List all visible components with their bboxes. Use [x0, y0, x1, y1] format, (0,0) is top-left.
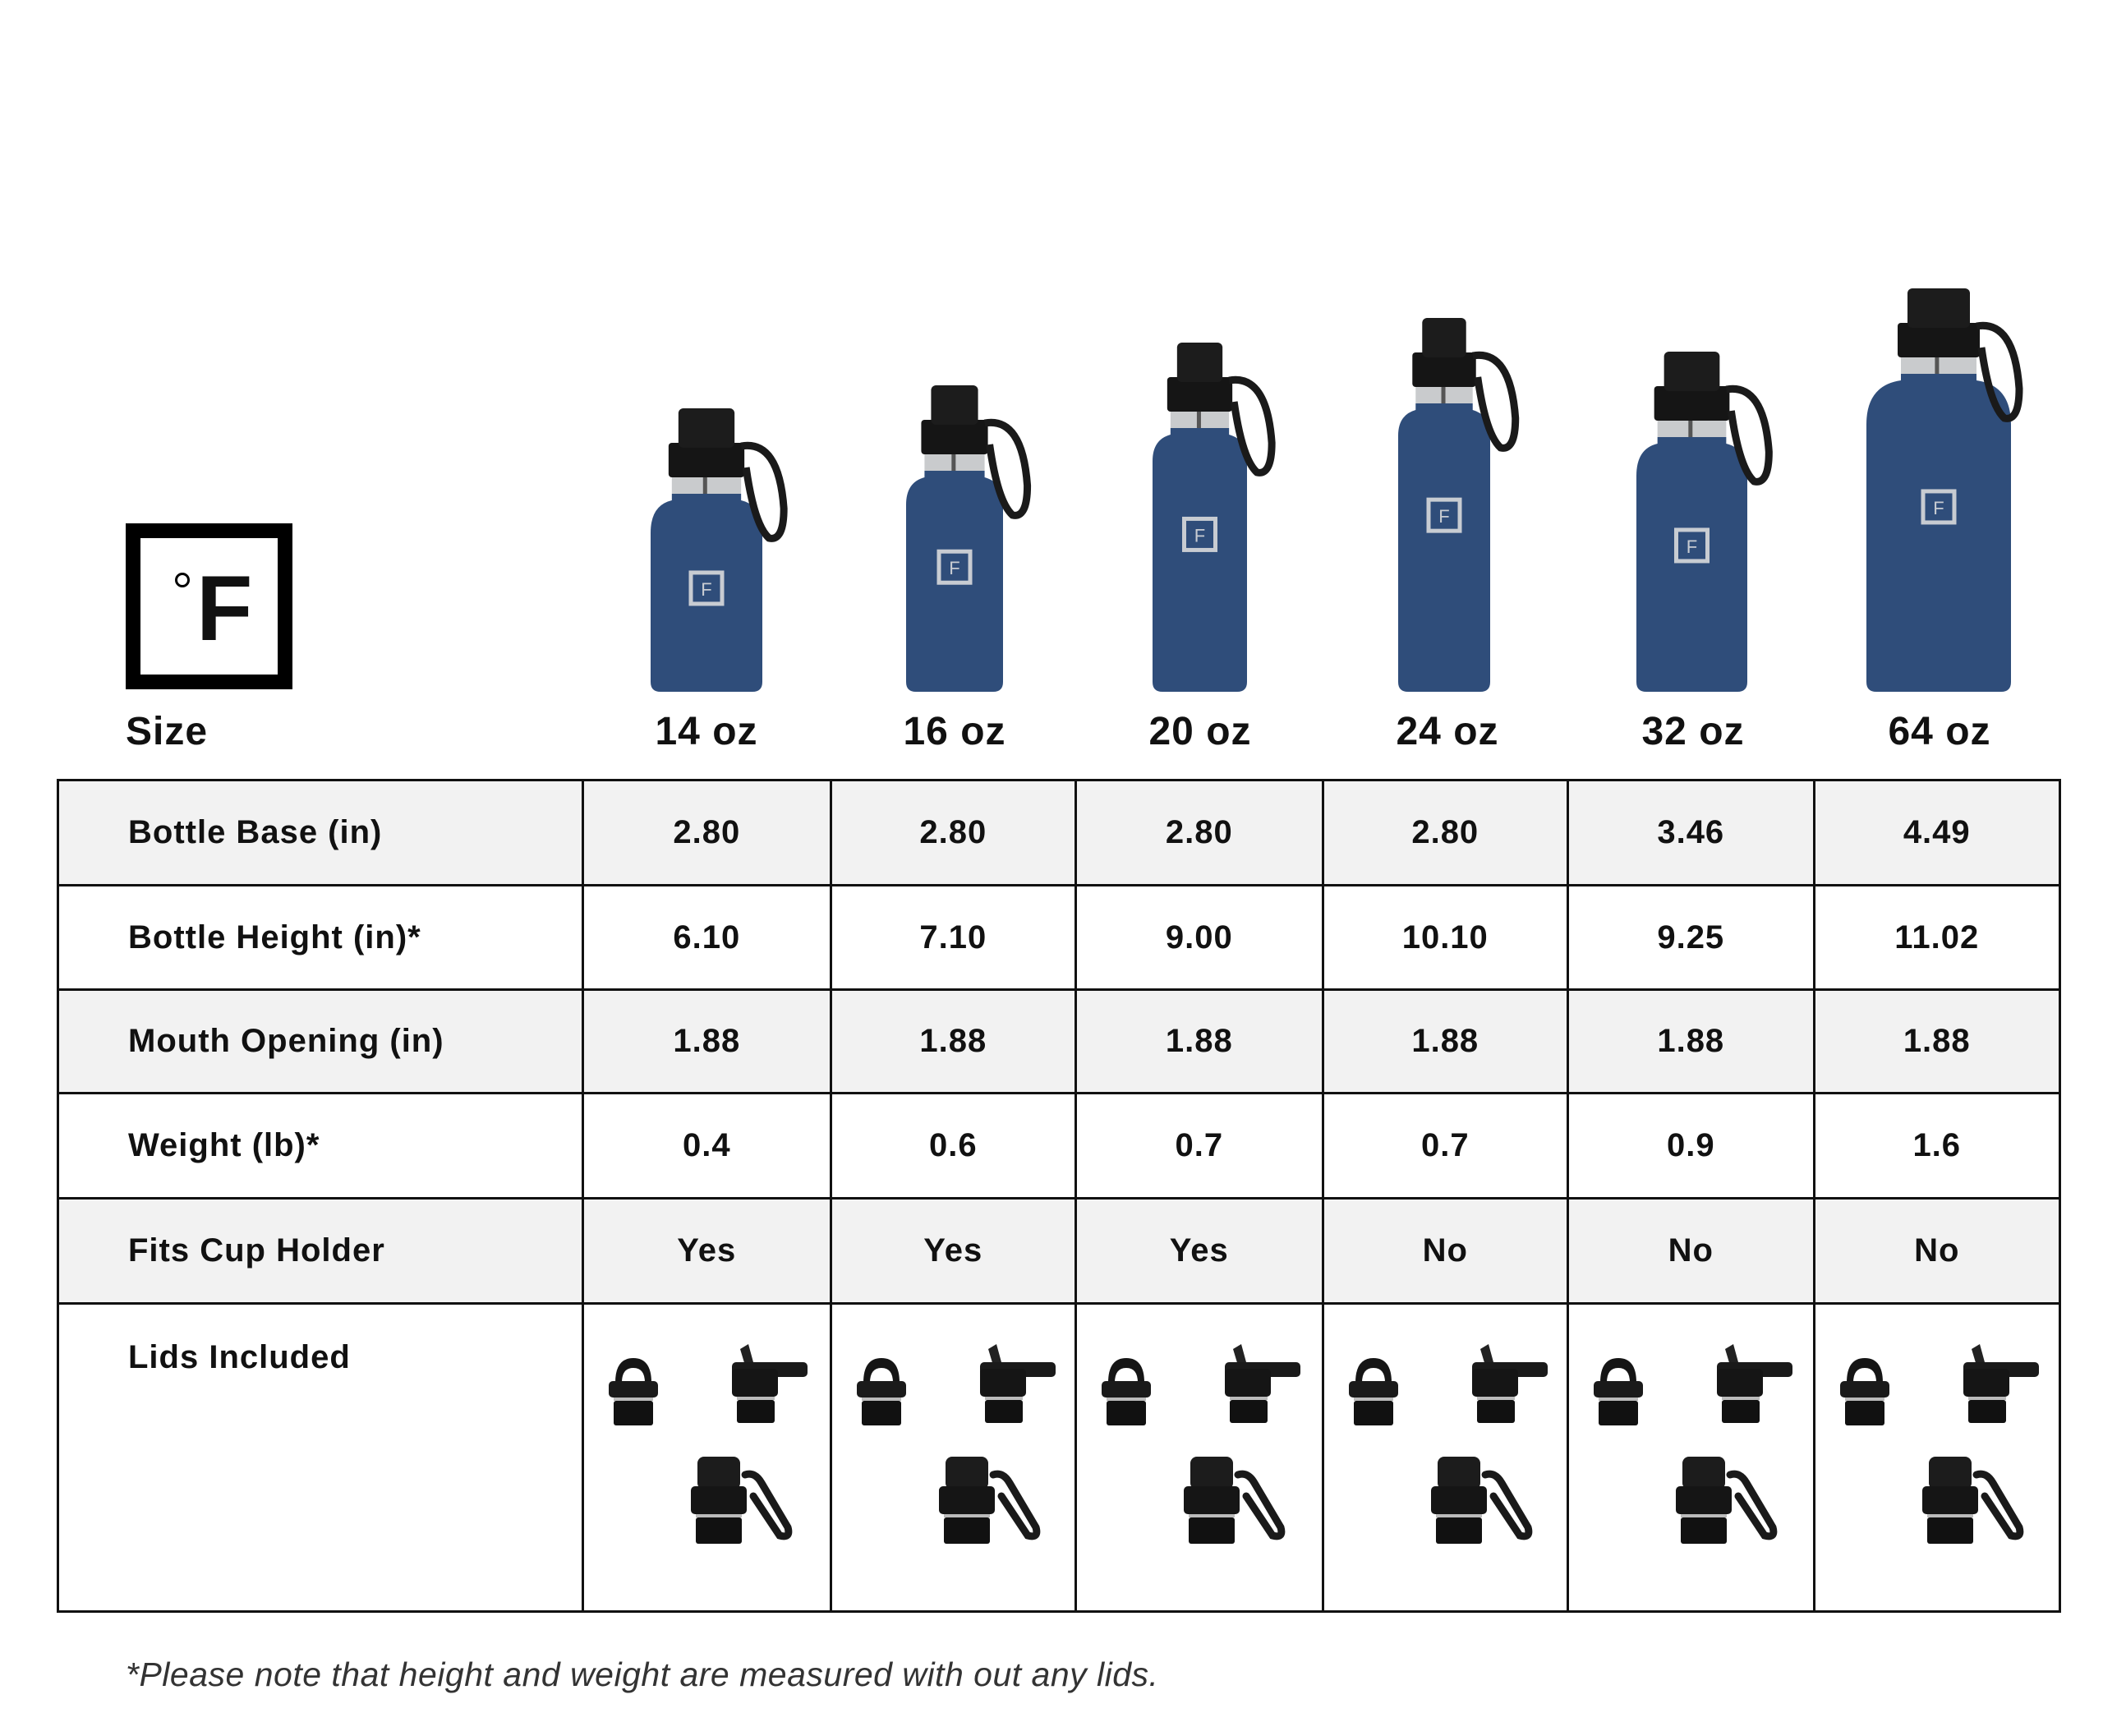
bottle-image: F: [1398, 318, 1520, 692]
table-cell: Yes: [1077, 1200, 1324, 1302]
size-32oz: 32 oz: [1641, 710, 1745, 753]
svg-text:F: F: [1438, 506, 1449, 527]
size-16oz: 16 oz: [903, 710, 1006, 753]
spout-lid-icon: [1921, 1457, 2023, 1544]
table-cell: 3.46: [1569, 781, 1815, 884]
table-cell: 2.80: [1077, 781, 1324, 884]
table-cell: 2.80: [1324, 781, 1570, 884]
lids-cell: [1815, 1305, 2059, 1613]
table-row: Mouth Opening (in) 1.88 1.88 1.88 1.88 1.88 1.…: [59, 991, 2059, 1094]
footnote: *Please note that height and weight are …: [126, 1655, 1159, 1693]
logo-letter: F: [196, 557, 253, 660]
table-cell: 2.80: [584, 781, 832, 884]
table-cell: 11.02: [1894, 919, 1980, 955]
table-cell: 10.10: [1324, 886, 1570, 988]
straw-lid-icon: [1471, 1344, 1548, 1423]
row-label: Weight (lb)*: [59, 1094, 585, 1197]
table-cell: 0.9: [1569, 1094, 1815, 1197]
row-label: Bottle Height (in)*: [59, 886, 585, 988]
table-cell: 0.4: [584, 1094, 832, 1197]
svg-text:F: F: [1686, 536, 1696, 557]
table-cell: 0.7: [1324, 1094, 1570, 1197]
table-cell: 6.10: [584, 886, 832, 988]
size-14oz: 14 oz: [655, 710, 758, 753]
loop-cap-icon: [1348, 1358, 1398, 1425]
svg-text:F: F: [1933, 498, 1944, 518]
table-row: Bottle Base (in) 2.80 2.80 2.80 2.80 3.46 4.49: [59, 781, 2059, 886]
table-cell: No: [1914, 1232, 1960, 1269]
loop-cap-icon: [1102, 1358, 1152, 1425]
brand-logo: F: [126, 523, 292, 689]
table-cell: 7.10: [832, 886, 1078, 988]
svg-text:F: F: [1194, 525, 1204, 546]
straw-lid-icon: [732, 1344, 808, 1423]
lids-cell: [584, 1305, 832, 1613]
table-cell: 4.49: [1903, 814, 1971, 850]
spout-lid-icon: [1184, 1457, 1286, 1544]
table-cell: 1.6: [1912, 1127, 1962, 1163]
straw-lid-icon: [1963, 1344, 2039, 1423]
spec-table: Bottle Base (in) 2.80 2.80 2.80 2.80 3.46 4.49…: [57, 779, 2061, 1613]
table-cell: 9.00: [1077, 886, 1324, 988]
bottle-image: F: [1152, 343, 1276, 692]
table-row: Bottle Height (in)* 6.10 7.10 9.00 10.10 9.25…: [59, 886, 2059, 991]
table-cell: 0.7: [1077, 1094, 1324, 1197]
loop-cap-icon: [609, 1358, 659, 1425]
bottle-image: F: [1636, 352, 1773, 692]
table-cell: 2.80: [832, 781, 1078, 884]
size-20oz: 20 oz: [1148, 710, 1252, 753]
spout-lid-icon: [1430, 1457, 1532, 1544]
table-cell: Yes: [584, 1200, 832, 1302]
bottle-logo-icon: [1673, 527, 1710, 564]
lids-cell: [1324, 1305, 1570, 1613]
bottle-logo-icon: [936, 549, 973, 585]
table-cell: 1.88: [1077, 991, 1324, 1092]
table-cell: 1.88: [1903, 1023, 1971, 1059]
table-row: Weight (lb)* 0.4 0.6 0.7 0.7 0.9 1.6: [59, 1094, 2059, 1200]
lids-cell: [832, 1305, 1078, 1613]
table-row: Fits Cup Holder Yes Yes Yes No No No: [59, 1200, 2059, 1305]
table-cell: 1.88: [1324, 991, 1570, 1092]
loop-cap-icon: [1839, 1358, 1889, 1425]
loop-cap-icon: [856, 1358, 906, 1425]
bottle-logo-icon: [1181, 516, 1217, 552]
table-cell: No: [1324, 1200, 1570, 1302]
row-label: Mouth Opening (in): [59, 991, 585, 1092]
size-heading: Size: [126, 710, 209, 753]
bottle-logo-icon: [1921, 489, 1957, 525]
table-cell: 1.88: [832, 991, 1078, 1092]
spout-lid-icon: [1676, 1457, 1778, 1544]
degree-symbol-icon: [175, 573, 190, 587]
bottle-logo-icon: [1426, 497, 1462, 533]
bottle-image: F: [1866, 288, 2023, 692]
straw-lid-icon: [1225, 1344, 1301, 1423]
loop-cap-icon: [1594, 1358, 1644, 1425]
table-cell: 0.6: [832, 1094, 1078, 1197]
lids-cell: [1077, 1305, 1324, 1613]
table-cell: No: [1569, 1200, 1815, 1302]
lids-cell: [1569, 1305, 1815, 1613]
svg-text:F: F: [949, 558, 959, 578]
size-64oz: 64 oz: [1888, 710, 1991, 753]
table-cell: 1.88: [1569, 991, 1815, 1092]
bottle-logo-icon: [688, 570, 725, 606]
spout-lid-icon: [938, 1457, 1040, 1544]
row-label: Bottle Base (in): [59, 781, 585, 884]
straw-lid-icon: [979, 1344, 1056, 1423]
lids-row: Lids Included: [59, 1305, 2059, 1613]
row-label: Lids Included: [59, 1305, 585, 1613]
table-cell: 9.25: [1569, 886, 1815, 988]
size-24oz: 24 oz: [1396, 710, 1499, 753]
bottle-image: F: [651, 408, 788, 692]
svg-text:F: F: [701, 579, 711, 600]
table-cell: Yes: [832, 1200, 1078, 1302]
row-label: Fits Cup Holder: [59, 1200, 585, 1302]
straw-lid-icon: [1717, 1344, 1793, 1423]
bottle-image: F: [906, 385, 1032, 692]
table-cell: 1.88: [584, 991, 832, 1092]
spout-lid-icon: [691, 1457, 793, 1544]
